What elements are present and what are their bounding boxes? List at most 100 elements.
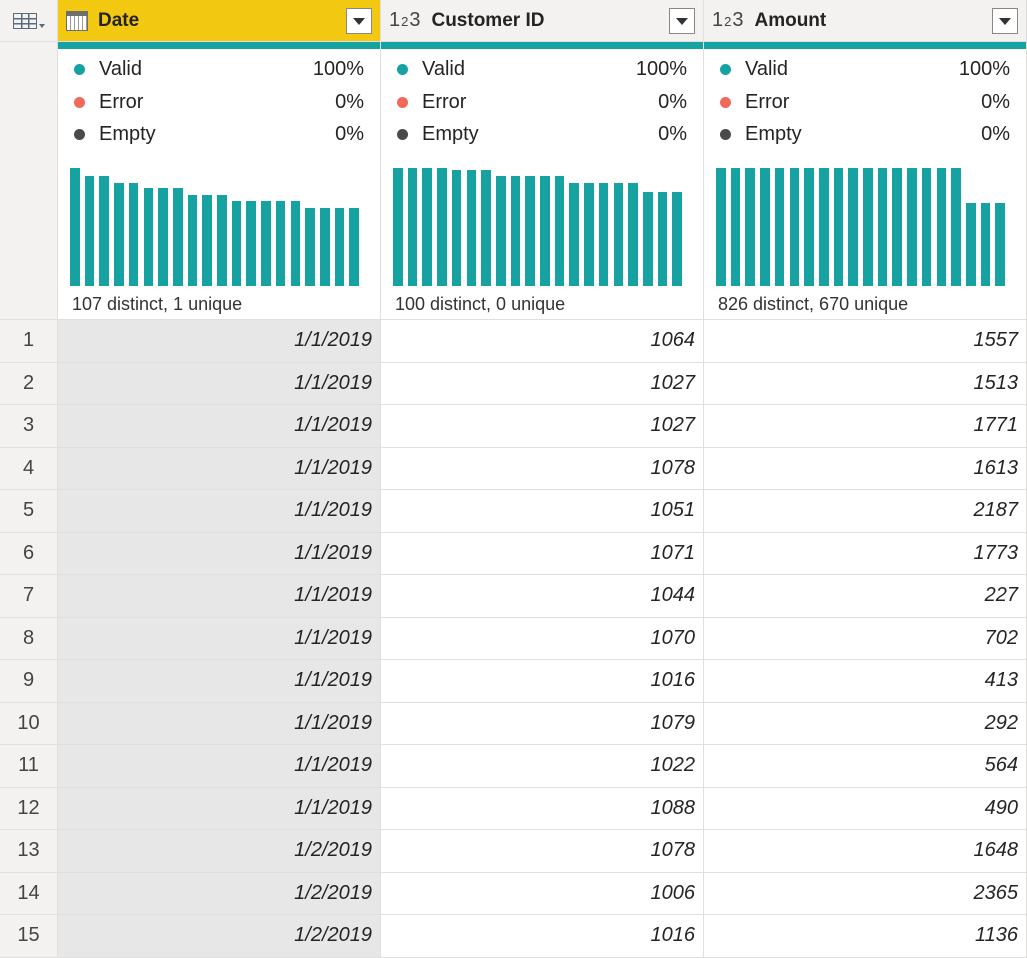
distribution-bar[interactable]: [657, 191, 668, 286]
cell-date[interactable]: 1/1/2019: [58, 575, 381, 618]
distribution-bar[interactable]: [393, 168, 403, 286]
column-filter-dropdown-button[interactable]: [992, 8, 1018, 34]
distribution-bar[interactable]: [510, 176, 521, 286]
distribution-bar[interactable]: [540, 176, 550, 286]
row-number[interactable]: 1: [0, 320, 58, 363]
distribution-bar[interactable]: [833, 168, 844, 286]
cell-date[interactable]: 1/1/2019: [58, 617, 381, 660]
distribution-bar[interactable]: [818, 168, 829, 286]
table-menu-button[interactable]: [0, 0, 58, 42]
cell-amount[interactable]: 1136: [704, 915, 1027, 958]
calendar-icon[interactable]: [66, 10, 88, 31]
cell-customer-id[interactable]: 1027: [381, 405, 704, 448]
distribution-bar[interactable]: [202, 195, 212, 286]
cell-customer-id[interactable]: 1071: [381, 532, 704, 575]
cell-customer-id[interactable]: 1016: [381, 660, 704, 703]
distribution-bar[interactable]: [349, 208, 359, 286]
distribution-bar[interactable]: [437, 168, 447, 286]
cell-amount[interactable]: 1648: [704, 830, 1027, 873]
row-number[interactable]: 8: [0, 617, 58, 660]
value-distribution-chart[interactable]: [393, 168, 687, 286]
cell-date[interactable]: 1/1/2019: [58, 745, 381, 788]
distribution-bar[interactable]: [892, 168, 903, 286]
distribution-bar[interactable]: [804, 168, 814, 286]
row-number[interactable]: 2: [0, 362, 58, 405]
cell-customer-id[interactable]: 1088: [381, 787, 704, 830]
distribution-bar[interactable]: [980, 203, 991, 286]
distribution-bar[interactable]: [451, 170, 462, 286]
distribution-bar[interactable]: [613, 183, 624, 286]
distribution-bar[interactable]: [863, 168, 873, 286]
distribution-bar[interactable]: [789, 168, 800, 286]
cell-customer-id[interactable]: 1079: [381, 702, 704, 745]
column-header-date[interactable]: Date: [58, 0, 381, 42]
row-number[interactable]: 4: [0, 447, 58, 490]
distribution-bar[interactable]: [466, 170, 477, 286]
cell-customer-id[interactable]: 1070: [381, 617, 704, 660]
distribution-bar[interactable]: [70, 168, 80, 286]
cell-date[interactable]: 1/1/2019: [58, 490, 381, 533]
distribution-bar[interactable]: [84, 176, 95, 286]
distribution-bar[interactable]: [305, 208, 315, 286]
cell-customer-id[interactable]: 1027: [381, 362, 704, 405]
distribution-bar[interactable]: [554, 176, 565, 286]
distribution-bar[interactable]: [422, 168, 433, 286]
cell-amount[interactable]: 702: [704, 617, 1027, 660]
row-number[interactable]: 14: [0, 872, 58, 915]
distribution-bar[interactable]: [481, 170, 491, 286]
row-number[interactable]: 9: [0, 660, 58, 703]
distribution-bar[interactable]: [907, 168, 917, 286]
distribution-bar[interactable]: [730, 168, 741, 286]
row-number[interactable]: 7: [0, 575, 58, 618]
cell-date[interactable]: 1/1/2019: [58, 787, 381, 830]
cell-amount[interactable]: 1773: [704, 532, 1027, 575]
row-number[interactable]: 12: [0, 787, 58, 830]
row-number[interactable]: 11: [0, 745, 58, 788]
distribution-bar[interactable]: [877, 168, 888, 286]
cell-amount[interactable]: 1613: [704, 447, 1027, 490]
cell-amount[interactable]: 1557: [704, 320, 1027, 363]
distribution-bar[interactable]: [158, 188, 168, 286]
cell-amount[interactable]: 1771: [704, 405, 1027, 448]
column-quality-bar[interactable]: [58, 42, 380, 49]
distribution-bar[interactable]: [319, 208, 330, 286]
cell-amount[interactable]: 1513: [704, 362, 1027, 405]
distribution-bar[interactable]: [642, 191, 653, 286]
distribution-bar[interactable]: [231, 201, 242, 286]
cell-amount[interactable]: 227: [704, 575, 1027, 618]
column-filter-dropdown-button[interactable]: [669, 8, 695, 34]
distribution-bar[interactable]: [172, 188, 183, 286]
cell-amount[interactable]: 564: [704, 745, 1027, 788]
distribution-bar[interactable]: [275, 201, 286, 286]
cell-amount[interactable]: 2187: [704, 490, 1027, 533]
cell-customer-id[interactable]: 1078: [381, 447, 704, 490]
cell-date[interactable]: 1/1/2019: [58, 702, 381, 745]
row-number[interactable]: 6: [0, 532, 58, 575]
distribution-bar[interactable]: [598, 183, 609, 286]
cell-amount[interactable]: 2365: [704, 872, 1027, 915]
distribution-bar[interactable]: [848, 168, 858, 286]
distribution-bar[interactable]: [495, 176, 506, 286]
distribution-bar[interactable]: [628, 183, 638, 286]
cell-date[interactable]: 1/2/2019: [58, 915, 381, 958]
cell-date[interactable]: 1/2/2019: [58, 872, 381, 915]
cell-amount[interactable]: 413: [704, 660, 1027, 703]
cell-customer-id[interactable]: 1006: [381, 872, 704, 915]
distribution-bar[interactable]: [99, 176, 110, 286]
distribution-bar[interactable]: [995, 203, 1005, 286]
cell-date[interactable]: 1/1/2019: [58, 532, 381, 575]
cell-date[interactable]: 1/2/2019: [58, 830, 381, 873]
distribution-bar[interactable]: [217, 195, 227, 286]
cell-date[interactable]: 1/1/2019: [58, 660, 381, 703]
distribution-bar[interactable]: [760, 168, 770, 286]
cell-customer-id[interactable]: 1016: [381, 915, 704, 958]
distribution-bar[interactable]: [290, 201, 301, 286]
row-number[interactable]: 13: [0, 830, 58, 873]
distribution-bar[interactable]: [128, 183, 139, 286]
cell-date[interactable]: 1/1/2019: [58, 447, 381, 490]
cell-customer-id[interactable]: 1064: [381, 320, 704, 363]
distribution-bar[interactable]: [334, 208, 345, 286]
distribution-bar[interactable]: [965, 203, 976, 286]
